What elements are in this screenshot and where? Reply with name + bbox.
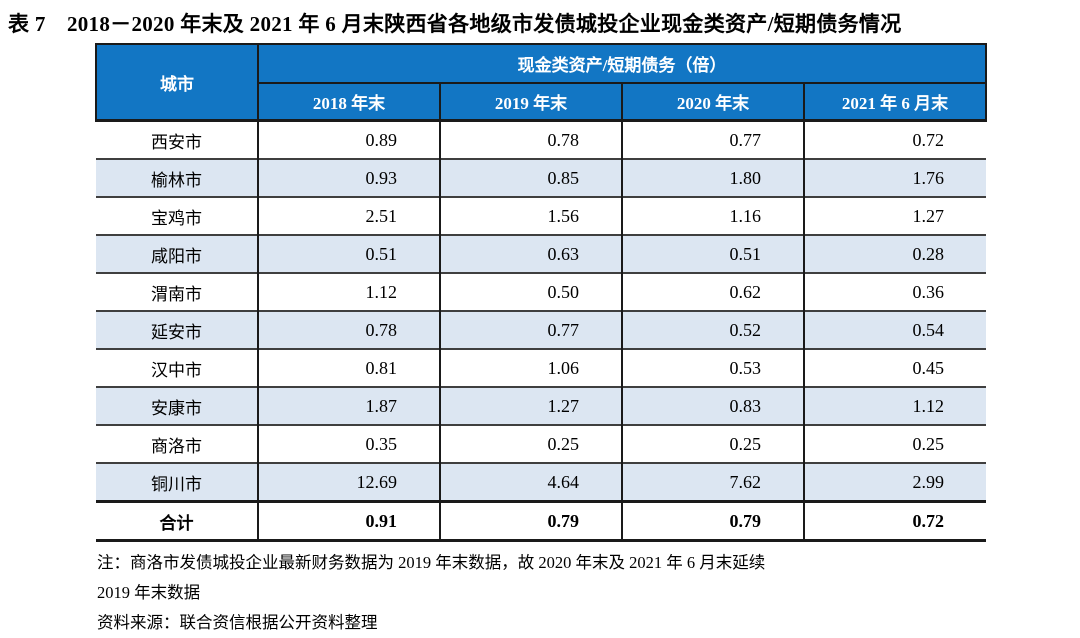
city-cell: 汉中市 — [151, 360, 202, 380]
value-cell: 0.52 — [621, 311, 804, 349]
value-cell: 1.27 — [439, 387, 622, 425]
note-line-1: 注：商洛市发债城投企业最新财务数据为 2019 年末数据，故 2020 年末及 … — [97, 553, 766, 572]
value-cell: 7.62 — [621, 463, 804, 502]
value-cell: 0.77 — [439, 311, 622, 349]
header-group-row: 城市 现金类资产/短期债务（倍） — [95, 43, 988, 122]
table-row: 铜川市 12.69 4.64 7.62 2.99 — [96, 463, 987, 502]
table-row: 西安市 0.89 0.78 0.77 0.72 — [96, 120, 987, 159]
value-cell: 1.76 — [802, 159, 987, 197]
value-cell: 0.50 — [439, 273, 622, 311]
period-header-2020: 2020 年末 — [621, 82, 805, 122]
value-cell: 4.64 — [439, 463, 622, 502]
value-cell: 0.25 — [439, 425, 622, 463]
note-line-2: 2019 年末数据 — [97, 583, 201, 602]
city-cell: 安康市 — [151, 398, 202, 418]
value-cell: 0.28 — [802, 235, 987, 273]
period-header-2021h1: 2021 年 6 月末 — [802, 82, 988, 122]
total-value-cell: 0.91 — [257, 501, 440, 541]
value-cell: 0.78 — [257, 311, 440, 349]
city-cell: 渭南市 — [151, 284, 202, 304]
value-cell: 1.27 — [802, 197, 987, 235]
city-column-header: 城市 — [95, 43, 259, 122]
group-header: 现金类资产/短期债务（倍） — [256, 43, 988, 84]
table-body: 西安市 0.89 0.78 0.77 0.72 榆林市 0.93 0.85 1.… — [96, 120, 987, 541]
period-header-2018: 2018 年末 — [257, 82, 441, 122]
value-cell: 1.56 — [439, 197, 622, 235]
value-cell: 0.77 — [621, 120, 804, 159]
value-cell: 0.35 — [257, 425, 440, 463]
city-cell: 宝鸡市 — [151, 208, 202, 228]
city-cell: 延安市 — [151, 322, 202, 342]
table-row: 延安市 0.78 0.77 0.52 0.54 — [96, 311, 987, 349]
value-cell: 0.93 — [257, 159, 440, 197]
table-row: 渭南市 1.12 0.50 0.62 0.36 — [96, 273, 987, 311]
period-header-2019: 2019 年末 — [439, 82, 623, 122]
value-cell: 0.63 — [439, 235, 622, 273]
value-cell: 0.81 — [257, 349, 440, 387]
table-row: 宝鸡市 2.51 1.56 1.16 1.27 — [96, 197, 987, 235]
source-line: 资料来源：联合资信根据公开资料整理 — [97, 613, 378, 632]
value-cell: 1.12 — [802, 387, 987, 425]
value-cell: 0.53 — [621, 349, 804, 387]
city-cell: 铜川市 — [151, 474, 202, 494]
value-cell: 0.85 — [439, 159, 622, 197]
city-cell: 西安市 — [151, 132, 202, 152]
value-cell: 1.12 — [257, 273, 440, 311]
value-cell: 0.72 — [802, 120, 987, 159]
total-value-cell: 0.79 — [621, 501, 804, 541]
value-cell: 0.89 — [257, 120, 440, 159]
table-row: 商洛市 0.35 0.25 0.25 0.25 — [96, 425, 987, 463]
total-value-cell: 0.72 — [802, 501, 987, 541]
total-row: 合计 0.91 0.79 0.79 0.72 — [96, 501, 987, 541]
value-cell: 0.51 — [621, 235, 804, 273]
value-cell: 12.69 — [257, 463, 440, 502]
value-cell: 1.80 — [621, 159, 804, 197]
table-row: 汉中市 0.81 1.06 0.53 0.45 — [96, 349, 987, 387]
header-period-row: 2018 年末 2019 年末 2020 年末 2021 年 6 月末 — [96, 82, 988, 122]
table-row: 安康市 1.87 1.27 0.83 1.12 — [96, 387, 987, 425]
table-title: 表 7 2018－2020 年末及 2021 年 6 月末陕西省各地级市发债城投… — [8, 12, 902, 36]
value-cell: 1.06 — [439, 349, 622, 387]
total-label: 合计 — [159, 513, 194, 533]
value-cell: 0.45 — [802, 349, 987, 387]
value-cell: 0.36 — [802, 273, 987, 311]
value-cell: 0.25 — [621, 425, 804, 463]
value-cell: 1.16 — [621, 197, 804, 235]
value-cell: 0.78 — [439, 120, 622, 159]
city-cell: 咸阳市 — [151, 246, 202, 266]
value-cell: 2.51 — [257, 197, 440, 235]
value-cell: 0.83 — [621, 387, 804, 425]
footnotes: 注：商洛市发债城投企业最新财务数据为 2019 年末数据，故 2020 年末及 … — [97, 548, 1080, 638]
value-cell: 1.87 — [257, 387, 440, 425]
value-cell: 0.62 — [621, 273, 804, 311]
table-header: 城市 现金类资产/短期债务（倍） 2018 年末 2019 年末 2020 年末… — [95, 43, 988, 122]
value-cell: 2.99 — [802, 463, 987, 502]
table-row: 咸阳市 0.51 0.63 0.51 0.28 — [96, 235, 987, 273]
value-cell: 0.54 — [802, 311, 987, 349]
value-cell: 0.25 — [802, 425, 987, 463]
city-cell: 榆林市 — [151, 170, 202, 190]
cash-to-debt-table: 城市 现金类资产/短期债务（倍） 2018 年末 2019 年末 2020 年末… — [95, 43, 988, 542]
value-cell: 0.51 — [257, 235, 440, 273]
table-row: 榆林市 0.93 0.85 1.80 1.76 — [96, 159, 987, 197]
total-value-cell: 0.79 — [439, 501, 622, 541]
city-cell: 商洛市 — [151, 436, 202, 456]
